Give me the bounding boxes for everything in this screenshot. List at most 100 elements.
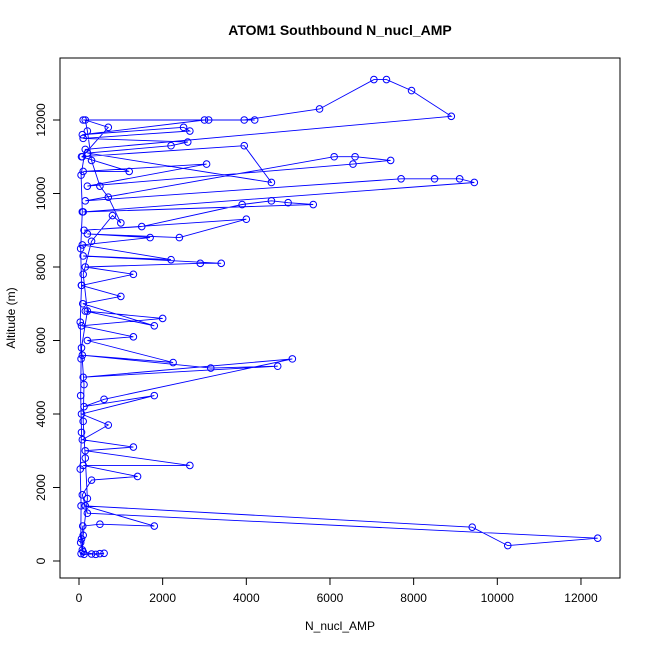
data-point [77, 428, 86, 437]
data-point [503, 541, 512, 550]
data-point [83, 127, 92, 135]
y-tick-label: 8000 [34, 253, 48, 280]
data-point [77, 535, 86, 543]
data-point [167, 255, 175, 264]
data-point [455, 174, 464, 183]
data-point [288, 355, 297, 363]
data-point [370, 75, 378, 84]
x-tick-label: 12000 [564, 591, 598, 605]
data-point [79, 116, 87, 124]
data-point [80, 226, 88, 235]
data-point [129, 333, 138, 341]
x-tick-label: 0 [76, 591, 83, 605]
data-point [104, 123, 113, 132]
data-point [79, 167, 87, 176]
data-point [78, 241, 87, 249]
data-point [87, 156, 96, 165]
data-point [267, 178, 276, 187]
y-tick-label: 2000 [34, 474, 48, 501]
data-point [386, 156, 395, 165]
plot-frame [59, 57, 621, 579]
data-point [83, 182, 92, 190]
data-point [217, 259, 226, 268]
data-point [78, 130, 87, 139]
data-point [309, 200, 318, 209]
data-point [242, 215, 251, 224]
data-point [150, 321, 159, 330]
y-tick-label: 12000 [34, 103, 48, 137]
data-point [430, 174, 439, 183]
data-point [100, 395, 108, 404]
data-point [79, 417, 87, 426]
data-point [78, 546, 87, 554]
x-tick-label: 8000 [400, 591, 427, 605]
data-point [108, 211, 117, 220]
data-point [125, 167, 133, 176]
data-point [81, 446, 90, 455]
data-point [81, 197, 90, 205]
data-point [83, 494, 92, 503]
data-point [167, 141, 175, 150]
data-point [175, 233, 184, 242]
data-point [77, 355, 85, 363]
data-point [78, 299, 87, 308]
x-tick-label: 2000 [149, 591, 176, 605]
chart-title: ATOM1 Southbound N_nucl_AMP [228, 22, 451, 38]
data-point [250, 116, 259, 124]
data-point [79, 531, 87, 540]
data-point [96, 520, 104, 529]
data-point [104, 421, 113, 429]
data-point [240, 141, 249, 150]
data-point [117, 219, 125, 227]
data-point [593, 534, 602, 543]
x-tick-label: 4000 [233, 591, 260, 605]
data-point [87, 237, 96, 246]
data-point [78, 152, 87, 161]
data-point [146, 233, 154, 242]
data-line [79, 79, 598, 555]
data-point [78, 351, 87, 359]
data-point [77, 502, 85, 510]
data-point [468, 523, 477, 531]
y-axis-label: Altitude (m) [4, 287, 18, 348]
data-point [77, 321, 86, 330]
data-point [83, 509, 92, 518]
data-point [100, 549, 108, 558]
data-point [77, 171, 85, 179]
data-point [238, 200, 246, 209]
y-tick-label: 4000 [34, 400, 48, 427]
data-point [284, 198, 292, 207]
data-point [77, 281, 86, 290]
y-tick-label: 10000 [34, 176, 48, 210]
data-point [196, 259, 205, 268]
data-point [273, 362, 282, 371]
data-point [79, 373, 87, 382]
data-point [78, 522, 87, 530]
data-point [397, 174, 405, 183]
data-point [129, 443, 138, 451]
data-point [315, 105, 324, 113]
data-point [81, 307, 90, 315]
data-point [96, 182, 104, 190]
data-point [81, 263, 90, 271]
data-point [81, 145, 90, 154]
y-tick-label: 0 [34, 557, 48, 564]
data-point [76, 465, 85, 473]
data-point [87, 550, 96, 558]
x-axis-label: N_nucl_AMP [305, 619, 375, 633]
x-tick-label: 6000 [317, 591, 344, 605]
data-point [76, 244, 85, 253]
data-point [330, 152, 338, 161]
data-point [117, 292, 125, 301]
data-point [83, 307, 92, 315]
data-point [447, 112, 456, 121]
data-point [78, 208, 87, 216]
data-point [81, 454, 90, 462]
data-point [206, 364, 215, 372]
data-point [169, 358, 177, 367]
data-point [77, 549, 85, 558]
data-point [186, 127, 194, 135]
